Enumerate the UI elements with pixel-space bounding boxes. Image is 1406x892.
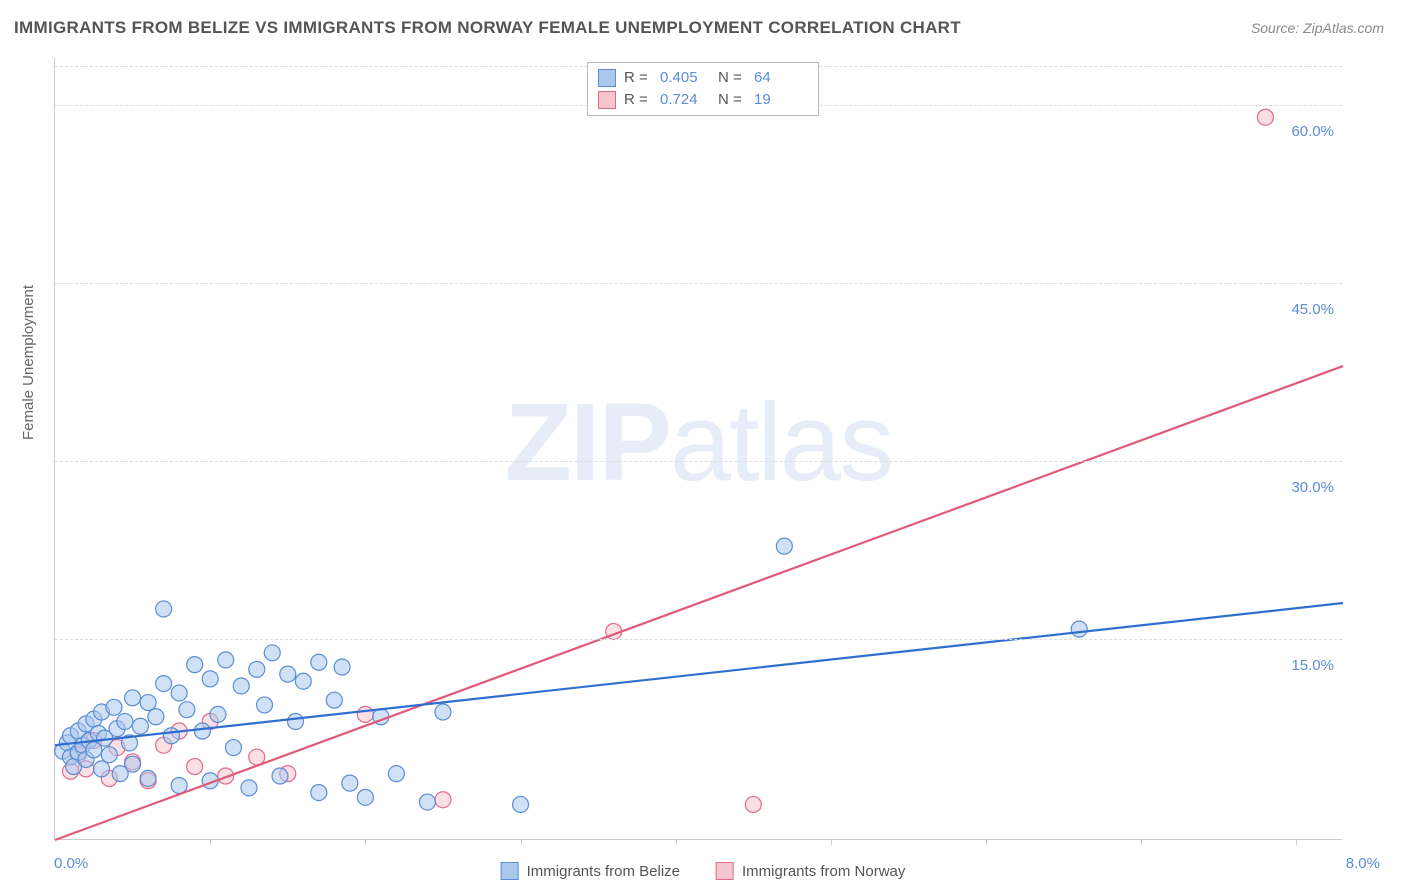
chart-title: IMMIGRANTS FROM BELIZE VS IMMIGRANTS FRO… — [14, 18, 961, 38]
data-point — [101, 747, 117, 763]
y-tick-label: 15.0% — [1291, 657, 1334, 674]
data-point — [125, 756, 141, 772]
data-point — [187, 657, 203, 673]
legend-stats-row: R = 0.724 N = 19 — [598, 89, 804, 111]
regression-line — [55, 366, 1343, 840]
data-point — [311, 654, 327, 670]
data-point — [295, 673, 311, 689]
data-point — [218, 652, 234, 668]
data-point — [513, 796, 529, 812]
x-tick — [831, 839, 832, 845]
data-point — [264, 645, 280, 661]
data-point — [357, 706, 373, 722]
data-point — [202, 671, 218, 687]
data-point — [326, 692, 342, 708]
plot-svg — [55, 58, 1342, 839]
x-tick — [210, 839, 211, 845]
y-tick-label: 60.0% — [1291, 123, 1334, 140]
x-tick — [521, 839, 522, 845]
y-tick-label: 30.0% — [1291, 479, 1334, 496]
x-tick — [1141, 839, 1142, 845]
data-point — [1257, 109, 1273, 125]
data-point — [745, 796, 761, 812]
gridline — [55, 283, 1342, 284]
data-point — [256, 697, 272, 713]
legend-r-label: R = — [624, 67, 652, 89]
data-point — [241, 780, 257, 796]
data-point — [140, 695, 156, 711]
legend-series-label: Immigrants from Belize — [527, 863, 680, 880]
data-point — [210, 706, 226, 722]
legend-r-label: R = — [624, 89, 652, 111]
gridline — [55, 639, 1342, 640]
x-tick — [1296, 839, 1297, 845]
data-point — [388, 766, 404, 782]
x-tick — [676, 839, 677, 845]
x-tick — [986, 839, 987, 845]
data-point — [125, 690, 141, 706]
legend-series: Immigrants from Belize Immigrants from No… — [501, 862, 906, 880]
data-point — [419, 794, 435, 810]
data-point — [163, 728, 179, 744]
data-point — [156, 601, 172, 617]
data-point — [132, 718, 148, 734]
data-point — [249, 661, 265, 677]
correlation-chart: IMMIGRANTS FROM BELIZE VS IMMIGRANTS FRO… — [0, 0, 1406, 892]
x-tick-label-right: 8.0% — [1346, 855, 1380, 872]
data-point — [225, 740, 241, 756]
data-point — [117, 714, 133, 730]
data-point — [776, 538, 792, 554]
y-tick-label: 45.0% — [1291, 301, 1334, 318]
data-point — [171, 685, 187, 701]
data-point — [280, 666, 296, 682]
data-point — [148, 709, 164, 725]
legend-n-label: N = — [718, 67, 746, 89]
legend-stats-row: R = 0.405 N = 64 — [598, 67, 804, 89]
legend-series-item: Immigrants from Norway — [716, 862, 905, 880]
pink-swatch-icon — [716, 862, 734, 880]
data-point — [288, 714, 304, 730]
data-point — [435, 792, 451, 808]
legend-stats: R = 0.405 N = 64 R = 0.724 N = 19 — [587, 62, 819, 116]
data-point — [435, 704, 451, 720]
data-point — [140, 770, 156, 786]
chart-source: Source: ZipAtlas.com — [1251, 20, 1384, 36]
data-point — [272, 768, 288, 784]
legend-r-value: 0.724 — [660, 89, 710, 111]
legend-n-label: N = — [718, 89, 746, 111]
blue-swatch-icon — [501, 862, 519, 880]
pink-swatch-icon — [598, 91, 616, 109]
data-point — [357, 789, 373, 805]
data-point — [156, 676, 172, 692]
plot-area: ZIPatlas 15.0%30.0%45.0%60.0% — [54, 58, 1342, 840]
x-tick — [365, 839, 366, 845]
data-point — [187, 759, 203, 775]
data-point — [94, 761, 110, 777]
legend-series-item: Immigrants from Belize — [501, 862, 680, 880]
data-point — [194, 723, 210, 739]
data-point — [334, 659, 350, 675]
data-point — [106, 699, 122, 715]
x-tick-label-left: 0.0% — [54, 855, 88, 872]
data-point — [311, 785, 327, 801]
y-axis-label: Female Unemployment — [20, 285, 37, 440]
data-point — [342, 775, 358, 791]
data-point — [1071, 621, 1087, 637]
legend-n-value: 64 — [754, 67, 804, 89]
legend-n-value: 19 — [754, 89, 804, 111]
legend-r-value: 0.405 — [660, 67, 710, 89]
regression-line — [55, 603, 1343, 745]
data-point — [179, 702, 195, 718]
data-point — [233, 678, 249, 694]
gridline — [55, 461, 1342, 462]
blue-swatch-icon — [598, 69, 616, 87]
legend-series-label: Immigrants from Norway — [742, 863, 905, 880]
